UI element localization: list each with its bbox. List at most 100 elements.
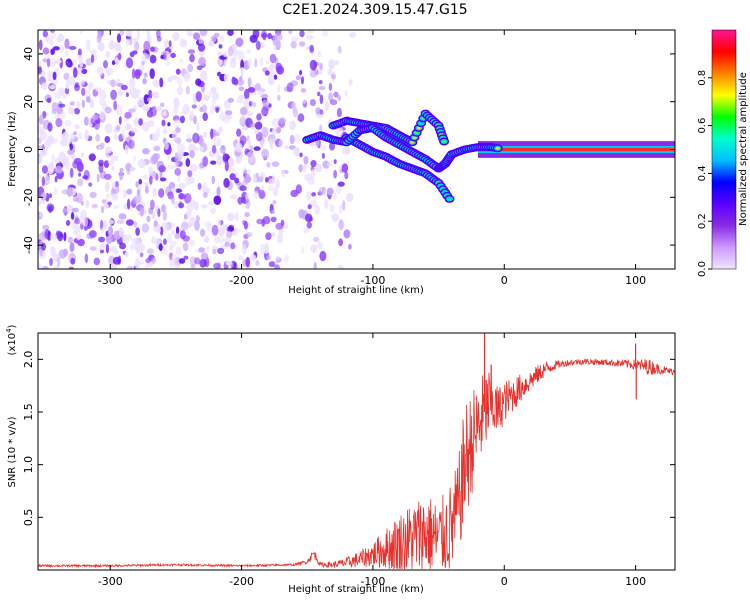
noise-blob	[131, 68, 136, 79]
noise-blob	[310, 160, 317, 168]
noise-blob	[116, 33, 122, 43]
noise-blob	[81, 87, 86, 96]
noise-blob	[152, 79, 160, 88]
noise-blob	[333, 91, 339, 98]
noise-blob	[261, 107, 269, 117]
noise-blob	[114, 250, 119, 255]
x-tick-label: 0	[501, 575, 508, 588]
snr-spikes	[483, 333, 637, 412]
noise-blob	[208, 40, 214, 47]
noise-blob	[52, 46, 60, 51]
zero-band-core	[477, 147, 675, 152]
noise-blob	[157, 208, 161, 218]
noise-blob	[210, 128, 214, 140]
noise-blob	[226, 230, 233, 238]
noise-blob	[335, 127, 344, 137]
noise-blob	[78, 131, 83, 140]
noise-blob	[51, 153, 55, 164]
noise-blob	[42, 58, 49, 63]
noise-blob	[77, 54, 83, 61]
noise-blob	[187, 170, 193, 178]
noise-blob	[38, 262, 42, 269]
noise-blob	[257, 90, 264, 96]
noise-blob	[143, 181, 149, 186]
noise-blob	[113, 204, 119, 210]
noise-blob	[160, 226, 164, 236]
noise-blob	[70, 257, 76, 265]
noise-blob	[84, 116, 89, 126]
noise-blob	[200, 252, 209, 260]
noise-blob	[104, 123, 113, 134]
noise-blob	[139, 206, 144, 217]
noise-blob	[74, 217, 81, 225]
noise-blob	[91, 203, 99, 209]
noise-blob	[213, 262, 221, 269]
noise-blob	[109, 264, 117, 269]
noise-blob	[219, 235, 225, 245]
noise-blob	[247, 111, 254, 117]
noise-blob	[216, 71, 222, 77]
noise-blob	[42, 110, 47, 119]
noise-blob	[183, 73, 190, 78]
noise-blob	[319, 94, 324, 105]
noise-blob	[227, 157, 235, 168]
noise-blob	[99, 244, 105, 251]
noise-blob	[337, 264, 344, 269]
noise-blob	[41, 176, 45, 187]
noise-blob	[298, 208, 305, 219]
noise-blob	[88, 182, 93, 187]
noise-blob	[158, 165, 166, 173]
noise-blob	[126, 38, 130, 47]
noise-blob	[315, 163, 323, 173]
noise-blob	[313, 262, 317, 269]
noise-blob	[171, 254, 177, 263]
noise-blob	[98, 110, 106, 120]
noise-blob	[172, 32, 180, 41]
noise-blob	[189, 150, 195, 159]
lower-branch-mid	[446, 196, 453, 202]
snr-y-scale-exponent: 4	[5, 328, 13, 333]
noise-blob	[245, 198, 251, 210]
noise-blob	[247, 58, 252, 68]
noise-blob	[234, 228, 238, 237]
noise-blob	[100, 205, 105, 214]
noise-blob	[90, 54, 95, 64]
noise-blob	[101, 199, 106, 204]
noise-blob	[69, 167, 74, 178]
noise-blob	[310, 244, 318, 254]
noise-blob	[178, 202, 185, 209]
noise-blob	[108, 160, 114, 165]
noise-blob	[223, 236, 232, 244]
noise-blob	[341, 147, 349, 155]
noise-blob	[319, 109, 324, 115]
noise-blob	[303, 227, 310, 234]
noise-blob	[236, 128, 242, 137]
noise-blob	[58, 249, 67, 259]
noise-blob	[261, 126, 269, 138]
noise-blob	[113, 133, 119, 141]
noise-blob	[58, 87, 65, 96]
noise-blob	[322, 30, 329, 38]
noise-blob	[111, 60, 116, 66]
noise-blob	[243, 173, 251, 184]
noise-blob	[199, 106, 204, 113]
noise-blob	[346, 192, 354, 203]
noise-blob	[121, 128, 126, 140]
noise-blob	[210, 86, 217, 94]
noise-blob	[344, 90, 348, 97]
noise-blob	[253, 146, 261, 151]
noise-blob	[133, 221, 138, 228]
noise-blob	[309, 44, 315, 53]
noise-blob	[314, 69, 319, 76]
noise-blob	[54, 59, 62, 64]
noise-blob	[134, 88, 141, 95]
noise-blob	[105, 146, 112, 154]
noise-blob	[146, 30, 151, 39]
noise-blob	[307, 175, 315, 186]
noise-blob	[307, 204, 312, 210]
noise-blob	[254, 129, 260, 135]
noise-blob	[150, 199, 155, 210]
noise-blob	[63, 232, 67, 242]
noise-blob	[175, 68, 181, 75]
noise-blob	[135, 181, 139, 188]
